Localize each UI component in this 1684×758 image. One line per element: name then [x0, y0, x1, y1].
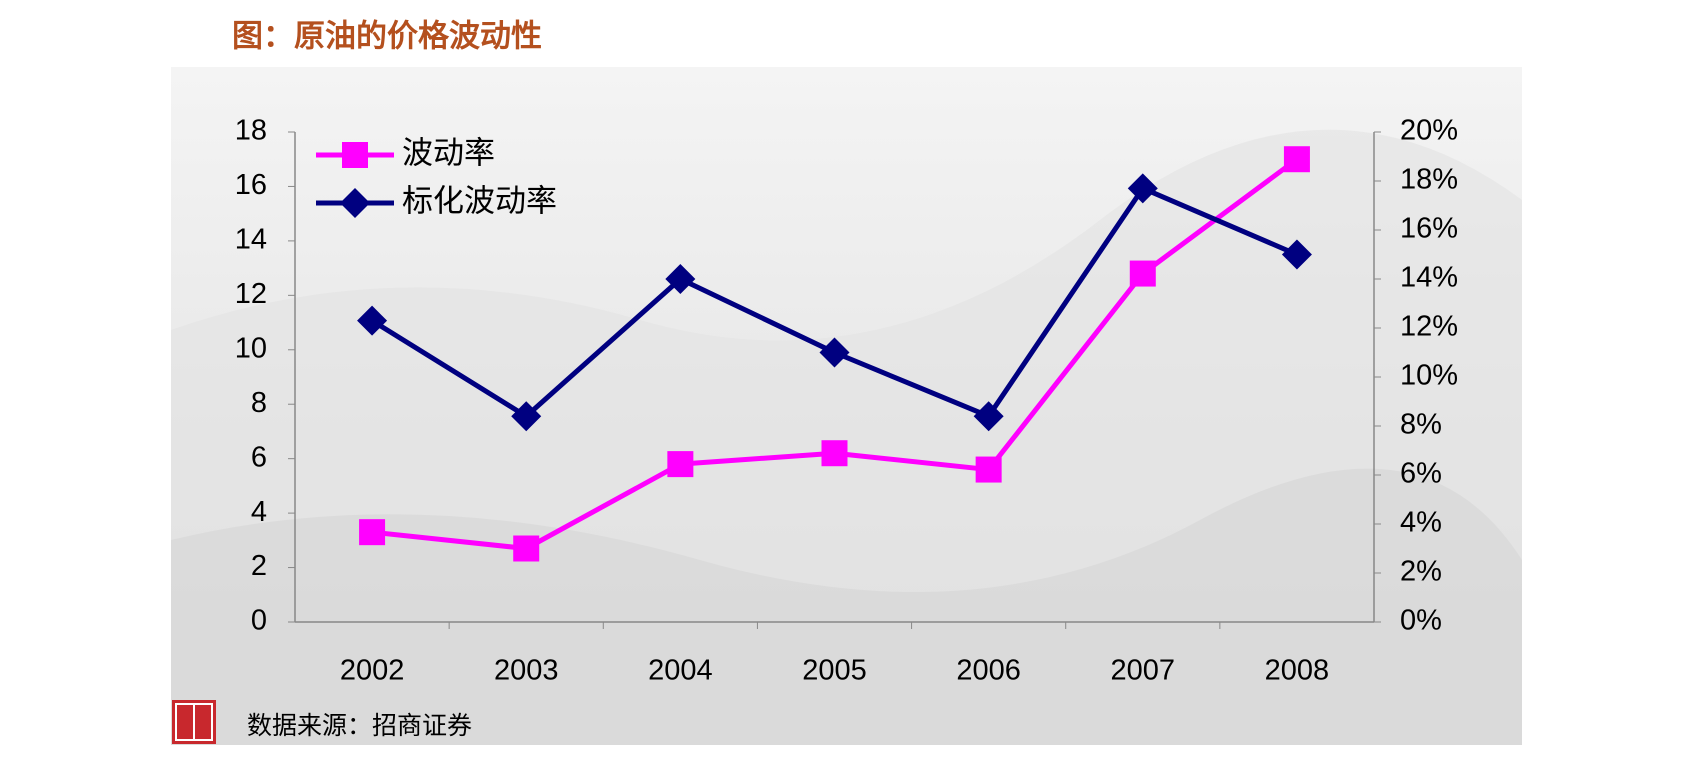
- x-tick-label: 2006: [956, 655, 1021, 687]
- legend-label: 标化波动率: [402, 184, 557, 220]
- y-tick-label: 6: [251, 441, 267, 473]
- data-point: [1283, 146, 1310, 173]
- x-tick-label: 2003: [494, 655, 559, 687]
- data-point: [975, 456, 1002, 483]
- data-point: [821, 440, 848, 467]
- y-tick-label: 8: [251, 387, 267, 419]
- y-tick-label: 14: [235, 224, 267, 256]
- data-point: [665, 264, 696, 294]
- y2-tick-label: 8%: [1400, 409, 1442, 441]
- y2-tick-label: 14%: [1400, 262, 1458, 294]
- legend-label: 波动率: [402, 136, 495, 172]
- background-hills: [171, 468, 1522, 745]
- data-point: [973, 401, 1004, 432]
- y2-tick-label: 16%: [1400, 213, 1458, 245]
- y2-tick-label: 18%: [1400, 164, 1458, 196]
- x-tick-label: 2002: [340, 655, 405, 687]
- y2-tick-label: 20%: [1400, 115, 1458, 147]
- data-point: [819, 337, 850, 368]
- data-point: [357, 305, 388, 336]
- x-tick-label: 2004: [648, 655, 713, 687]
- y-tick-label: 16: [235, 169, 267, 201]
- y-tick-label: 0: [251, 605, 267, 637]
- x-tick-label: 2008: [1265, 655, 1330, 687]
- y2-tick-label: 10%: [1400, 360, 1458, 392]
- y-tick-label: 4: [251, 496, 267, 528]
- y-tick-label: 2: [251, 550, 267, 582]
- y2-tick-label: 0%: [1400, 605, 1442, 637]
- source-note: 数据来源：招商证券: [247, 711, 472, 740]
- data-point: [513, 535, 540, 562]
- x-tick-label: 2007: [1111, 655, 1176, 687]
- y-tick-label: 10: [235, 332, 267, 364]
- y2-tick-label: 12%: [1400, 311, 1458, 343]
- x-tick-label: 2005: [802, 655, 867, 687]
- y2-tick-label: 4%: [1400, 507, 1442, 539]
- legend-marker: [340, 188, 370, 218]
- data-point: [1127, 173, 1158, 204]
- data-point: [511, 401, 542, 432]
- data-point: [1129, 260, 1156, 287]
- legend-marker: [342, 142, 368, 168]
- data-point: [359, 519, 386, 546]
- y-tick-label: 12: [235, 278, 267, 310]
- data-point: [1281, 239, 1312, 270]
- y2-tick-label: 2%: [1400, 556, 1442, 588]
- y-tick-label: 18: [235, 115, 267, 147]
- chart-title: 图：原油的价格波动性: [232, 19, 542, 55]
- y2-tick-label: 6%: [1400, 458, 1442, 490]
- data-point: [667, 451, 694, 478]
- stamp: [172, 700, 216, 744]
